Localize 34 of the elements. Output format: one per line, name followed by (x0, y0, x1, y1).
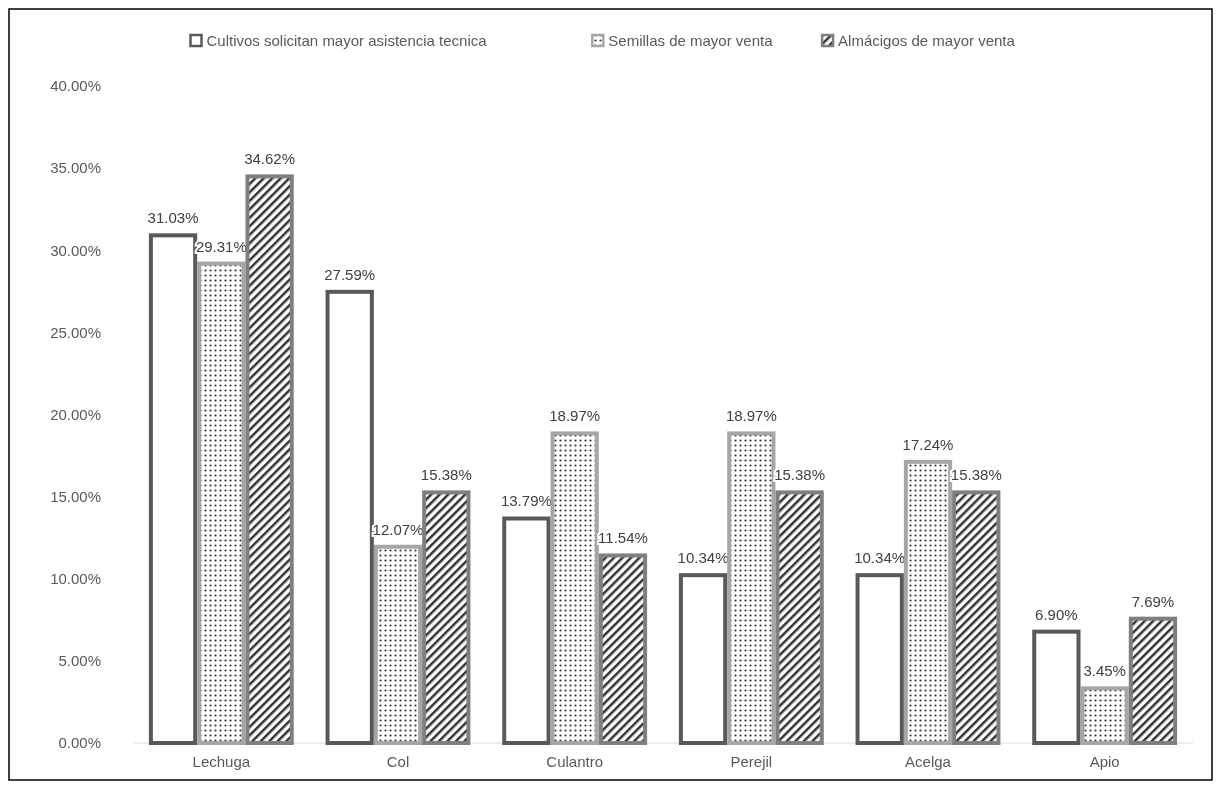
data-label: 18.97% (549, 407, 601, 425)
legend-label: Semillas de mayor venta (608, 32, 774, 50)
y-tick-label: 25.00% (50, 323, 101, 341)
y-tick-label: 35.00% (50, 159, 101, 177)
y-tick-label: 0.00% (58, 734, 101, 752)
legend-label: Almácigos de mayor venta (838, 32, 1016, 50)
y-tick-label: 40.00% (50, 77, 101, 95)
data-label: 15.38% (420, 466, 472, 484)
data-label: 34.62% (244, 150, 296, 168)
data-label: 3.45% (1083, 662, 1126, 680)
y-tick-label: 5.00% (58, 652, 101, 670)
y-tick-label: 15.00% (50, 487, 101, 505)
data-label: 7.69% (1131, 592, 1175, 610)
y-tick-label: 20.00% (50, 405, 101, 423)
x-tick-label: Acelga (905, 753, 952, 770)
data-label: 15.38% (950, 466, 1002, 484)
data-label: 10.34% (854, 549, 906, 567)
x-tick-label: Col (386, 753, 410, 770)
y-tick-label: 30.00% (50, 241, 101, 259)
data-label: 11.54% (598, 529, 648, 547)
data-label: 10.34% (677, 549, 729, 567)
x-tick-label: Culantro (546, 753, 604, 770)
legend-label: Cultivos solicitan mayor asistencia tecnica (206, 32, 488, 50)
data-label: 17.24% (902, 435, 954, 453)
data-label: 13.79% (500, 492, 552, 510)
x-tick-label: Perejil (730, 753, 773, 770)
data-label: 15.38% (774, 466, 826, 484)
data-label: 6.90% (1035, 605, 1078, 623)
data-label: 18.97% (725, 407, 777, 425)
data-label: 31.03% (147, 209, 199, 227)
x-tick-label: Lechuga (192, 753, 251, 770)
data-label: 27.59% (324, 265, 376, 283)
x-tick-label: Apio (1089, 753, 1120, 770)
y-tick-label: 10.00% (50, 570, 101, 587)
